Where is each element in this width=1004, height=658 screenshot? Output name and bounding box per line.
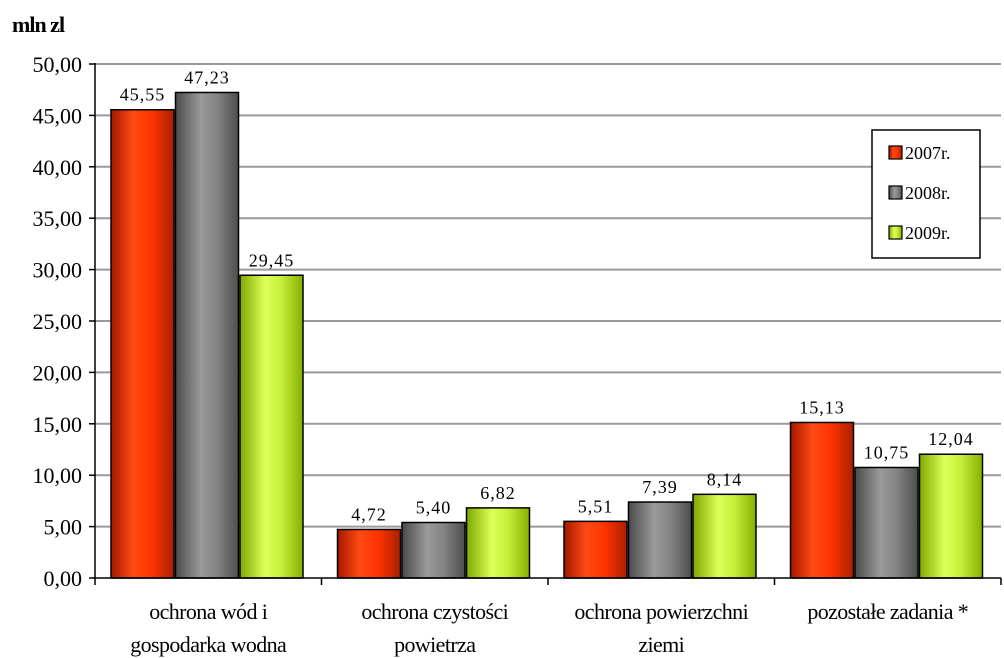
y-tick-label: 5,00 [44, 515, 83, 540]
legend-swatch [888, 185, 903, 200]
bar-2007r-0 [110, 108, 175, 579]
y-tick-label: 50,00 [33, 52, 83, 77]
x-category-label: ochrona powierzchni [574, 599, 748, 624]
y-tick-label: 15,00 [33, 412, 83, 437]
legend-label: 2009r. [905, 223, 951, 243]
data-label: 45,55 [120, 85, 166, 105]
data-labels: 45,55 47,23 29,45 4,72 5,40 6,82 5,51 7,39 8,14 1… [120, 67, 974, 524]
legend-label: 2008r. [905, 183, 951, 203]
x-category-label: pozostałe zadania * [807, 599, 968, 624]
bar-2009r-3 [918, 453, 984, 579]
data-label: 29,45 [249, 250, 295, 270]
data-label: 10,75 [864, 442, 910, 462]
x-category-label: ziemi [638, 632, 684, 657]
bar-2009r-2 [692, 493, 757, 579]
x-axis-labels: ochrona wód i gospodarka wodna ochrona czy… [130, 599, 969, 657]
x-category-label: ochrona czystości [361, 599, 508, 624]
y-tick-label: 25,00 [33, 309, 83, 334]
data-label: 47,23 [184, 67, 230, 87]
y-tick-label: 20,00 [33, 360, 83, 385]
legend-label: 2007r. [905, 143, 951, 163]
y-tick-label: 30,00 [33, 258, 83, 283]
x-category-label: ochrona wód i [149, 599, 268, 624]
y-tick-label: 35,00 [33, 206, 83, 231]
data-label: 6,82 [480, 483, 516, 503]
bar-2008r-0 [174, 91, 240, 579]
y-axis-ticks: 0,00 5,00 10,00 15,00 20,00 25,00 30,00 35,00 40… [33, 52, 83, 591]
data-label: 5,51 [578, 496, 614, 516]
y-tick-label: 45,00 [33, 103, 83, 128]
bar-2007r-3 [789, 421, 855, 579]
x-category-label: powietrza [394, 632, 476, 657]
bar-2008r-2 [627, 501, 693, 579]
y-tick-label: 10,00 [33, 463, 83, 488]
data-label: 7,39 [642, 477, 678, 497]
bar-2008r-3 [854, 466, 919, 579]
data-label: 8,14 [707, 469, 743, 489]
legend: 2007r. 2008r. 2009r. [871, 129, 981, 259]
bar-2007r-2 [563, 520, 628, 579]
bar-2008r-1 [401, 521, 466, 579]
bar-2009r-0 [239, 274, 304, 579]
legend-swatch [888, 225, 903, 240]
data-label: 12,04 [928, 429, 974, 449]
x-category-label: gospodarka wodna [130, 632, 287, 657]
y-tick-label: 40,00 [33, 155, 83, 180]
bar-2009r-1 [465, 507, 531, 579]
bars [110, 91, 984, 579]
axes [89, 63, 1002, 585]
y-axis-label: mln zl [12, 12, 65, 37]
data-label: 4,72 [351, 504, 387, 524]
data-label: 5,40 [416, 497, 452, 517]
y-tick-label: 0,00 [44, 566, 83, 591]
data-label: 15,13 [799, 397, 845, 417]
legend-swatch [888, 145, 903, 160]
bar-2007r-1 [336, 528, 402, 579]
